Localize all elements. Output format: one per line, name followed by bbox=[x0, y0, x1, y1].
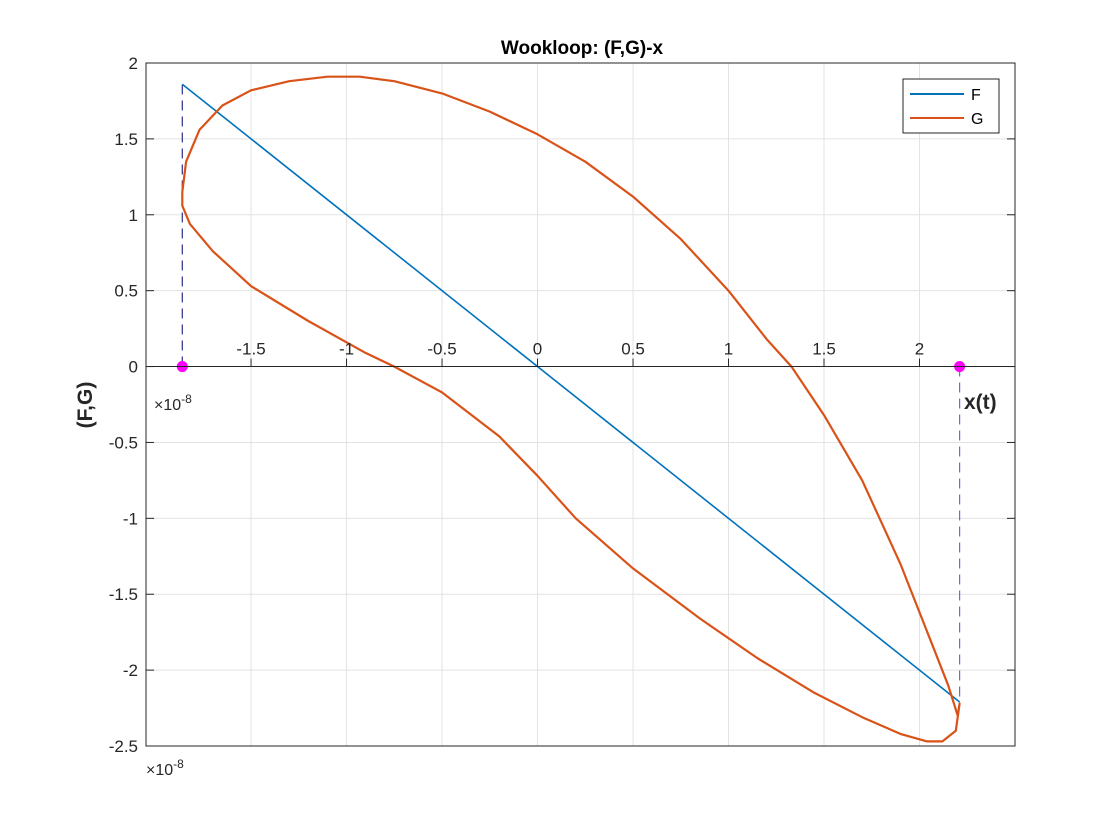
series-group bbox=[181, 75, 961, 743]
y-tick-label: -0.5 bbox=[109, 433, 138, 452]
y-tick-label: -1.5 bbox=[109, 585, 138, 604]
y-axis: 2 1.5 1 0.5 0 -0.5 -1 -1.5 -2 -2.5 bbox=[109, 54, 1015, 756]
y-tick-label: 1.5 bbox=[114, 130, 138, 149]
series-line-F bbox=[181, 83, 961, 703]
y-axis-label: (F,G) bbox=[74, 382, 97, 429]
x-tick-label: -1 bbox=[339, 340, 354, 359]
y-exponent-power: -8 bbox=[173, 757, 184, 771]
x-tick-label: 1 bbox=[724, 340, 733, 359]
legend-box bbox=[902, 78, 1000, 134]
legend-label-G: G bbox=[971, 111, 983, 128]
y-axis-exponent: ×10-8 bbox=[146, 757, 184, 779]
y-tick-label: 0.5 bbox=[114, 282, 138, 301]
series-line-G bbox=[181, 75, 961, 743]
x-exponent-power: -8 bbox=[181, 392, 192, 406]
axes-box bbox=[145, 62, 1016, 747]
x-tick-label: 2 bbox=[915, 340, 924, 359]
x-tick-label: -1.5 bbox=[236, 340, 265, 359]
x-tick-label: 0.5 bbox=[621, 340, 645, 359]
x-axis: -1.5 -1 -0.5 0 0.5 1 1.5 2 bbox=[146, 340, 1015, 368]
legend: F G bbox=[902, 78, 1000, 134]
x-tick-label: -0.5 bbox=[427, 340, 456, 359]
y-tick-label: -1 bbox=[123, 509, 138, 528]
x-tick-label: 1.5 bbox=[812, 340, 836, 359]
chart-title: Wookloop: (F,G)-x bbox=[501, 38, 664, 59]
y-tick-label: 1 bbox=[129, 206, 138, 225]
x-axis-label: x(t) bbox=[964, 391, 997, 414]
y-tick-label: -2.5 bbox=[109, 737, 138, 756]
y-tick-label: 2 bbox=[129, 54, 138, 73]
plot-area bbox=[146, 63, 1015, 746]
x-axis-exponent: ×10-8 bbox=[154, 392, 192, 414]
x-tick-label: 0 bbox=[533, 340, 542, 359]
y-exponent-base: ×10 bbox=[146, 762, 173, 779]
y-tick-label: -2 bbox=[123, 661, 138, 680]
legend-label-F: F bbox=[971, 87, 981, 104]
guide-lines bbox=[181, 84, 961, 702]
y-tick-label: 0 bbox=[129, 358, 138, 377]
x-exponent-base: ×10 bbox=[154, 397, 181, 414]
